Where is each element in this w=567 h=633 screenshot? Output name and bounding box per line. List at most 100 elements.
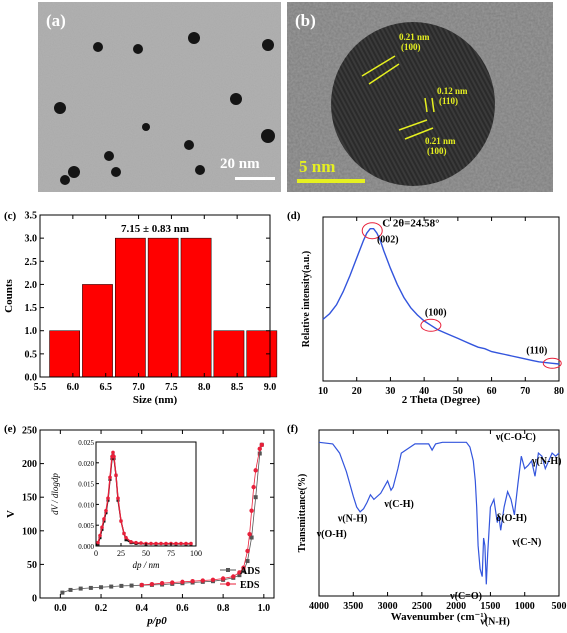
inset-y-tick-label: 0.025: [78, 439, 94, 447]
x-tick-label: 70: [520, 386, 530, 397]
eds-point: [253, 468, 258, 473]
x-tick-label: 9.0: [264, 382, 277, 393]
inset-x-tick-label: 75: [167, 549, 175, 558]
b-annotation-1-d: 0.21 nm: [399, 32, 430, 42]
inset-eds-point: [100, 525, 104, 530]
eds-point: [231, 574, 236, 579]
panel-b-label: (b): [295, 11, 316, 30]
inset-eds-point: [106, 496, 110, 500]
inset-eds-point: [124, 535, 128, 540]
y-axis-label: V: [5, 510, 17, 518]
crystal-particle: [331, 22, 495, 186]
legend-label: ADS: [240, 566, 260, 577]
ads-point: [60, 590, 65, 595]
eds-point: [249, 508, 254, 513]
inset-eds-point: [154, 541, 158, 546]
peak-annotation: ν(N-H): [479, 616, 509, 627]
inset-eds-point: [184, 541, 188, 546]
y-axis-label: Relative intensity(a.u.): [301, 251, 312, 347]
histogram-bar: [246, 330, 278, 378]
ads-point: [257, 451, 262, 456]
eds-point: [259, 442, 264, 447]
x-tick-label: 0.0: [54, 603, 67, 614]
inset-ads-point: [124, 538, 128, 542]
scale-bar: [235, 177, 275, 180]
panel-label: (d): [287, 210, 301, 222]
eds-point: [159, 581, 165, 586]
y-tick-label: 1.0: [25, 326, 38, 337]
panel-label: (f): [287, 423, 298, 435]
y-tick-label: 250: [22, 426, 37, 437]
x-tick-label: 50: [453, 386, 463, 397]
eds-point: [220, 576, 226, 581]
eds-point: [257, 446, 262, 452]
panel-label: (e): [4, 423, 17, 435]
inset-eds-point: [111, 450, 115, 455]
x-tick-label: 4000: [309, 601, 329, 612]
x-tick-label: 10: [318, 386, 328, 397]
legend-label: EDS: [240, 580, 260, 591]
inset-x-tick-label: 25: [117, 549, 125, 558]
inset-eds-point: [119, 519, 123, 523]
eds-point: [170, 580, 175, 585]
eds-point: [245, 548, 250, 554]
inset-eds-point: [159, 541, 163, 546]
inset-eds-point: [108, 475, 112, 480]
y-tick-label: 0.0: [25, 373, 38, 384]
x-tick-label: 7.0: [132, 382, 145, 393]
eds-point: [241, 565, 246, 570]
annotation: (100): [425, 307, 447, 318]
panel-f-ftir: (f) 4000 3500 3000 2500 2000 1500 1000 500 ν(C-O-…: [287, 423, 567, 627]
inset-y-tick-label: 0.020: [78, 460, 94, 468]
x-tick-label: 30: [385, 386, 395, 397]
b-annotation-2-d: 0.12 nm: [437, 86, 468, 96]
inset-x-tick-label: 50: [142, 549, 150, 558]
eds-point: [190, 579, 195, 584]
peak-annotation: ν(C-H): [383, 499, 413, 510]
panel-a-label: (a): [46, 11, 66, 30]
b-annotation-3-hkl: (100): [427, 146, 447, 156]
eds-point: [139, 582, 144, 588]
inset-line-eds: [97, 452, 191, 545]
histogram-bar: [147, 237, 179, 378]
inset-eds-point: [149, 541, 153, 546]
panel-d-xrd: (d) 10 20 30 40 50 60 70 80 C 2θ=24.58° (002) (100)…: [287, 210, 564, 406]
inset-eds-point: [114, 473, 118, 478]
y-tick-label: 100: [22, 526, 37, 537]
x-tick-label: 0.8: [217, 603, 230, 614]
panel-e-isotherm: (e)0.0 0.2 0.4 0.6 0.8 1.0050100150200250ADSE…: [4, 423, 275, 627]
x-tick-label: 3000: [378, 601, 398, 612]
panel-c-histogram: (c) 5.5 6.0 6.5 7.0 7.5 8.0 8.5 9.0 0.0 0.5 1.0 1.5 2…: [3, 210, 278, 406]
x-tick-label: 2000: [446, 601, 466, 612]
ads-point: [119, 583, 124, 588]
ads-point: [241, 569, 246, 574]
ads-point: [249, 535, 254, 540]
x-tick-label: 60: [487, 386, 497, 397]
histogram-bar: [213, 330, 245, 378]
panel-a-scale-text: 20 nm: [220, 156, 260, 172]
inset-y-tick-label: 0.010: [78, 501, 94, 509]
x-tick-label: 1500: [480, 601, 500, 612]
annotation: (110): [526, 345, 547, 356]
peak-annotation: ν(C-O-C): [495, 432, 536, 443]
b-annotation-2-hkl: (110): [439, 96, 458, 106]
inset-eds-point: [116, 496, 120, 500]
lattice-markers: [361, 55, 435, 140]
inset-y-tick-label: 0.015: [78, 481, 94, 489]
ftir-curve: [318, 441, 560, 585]
peak-annotation: ν(O-H): [316, 529, 347, 540]
x-tick-label: 1.0: [258, 603, 271, 614]
y-tick-label: 3.0: [25, 234, 38, 245]
ads-point: [99, 585, 104, 590]
inset-y-tick-label: 0.005: [78, 522, 94, 530]
chart-title: 7.15 ± 0.83 nm: [121, 223, 189, 235]
y-tick-label: 200: [22, 459, 37, 470]
eds-point: [251, 484, 256, 490]
x-axis-label: Size (nm): [133, 394, 178, 406]
x-tick-label: 3500: [343, 601, 363, 612]
x-tick-label: 6.0: [67, 382, 80, 393]
inset-eds-point: [104, 508, 108, 513]
panel-b-hrtem-image: (b) 0.21 nm (100) 0.12 nm (110) 0.21 nm …: [287, 2, 553, 192]
inset-eds-point: [139, 541, 143, 545]
plot-frame: [318, 429, 560, 597]
